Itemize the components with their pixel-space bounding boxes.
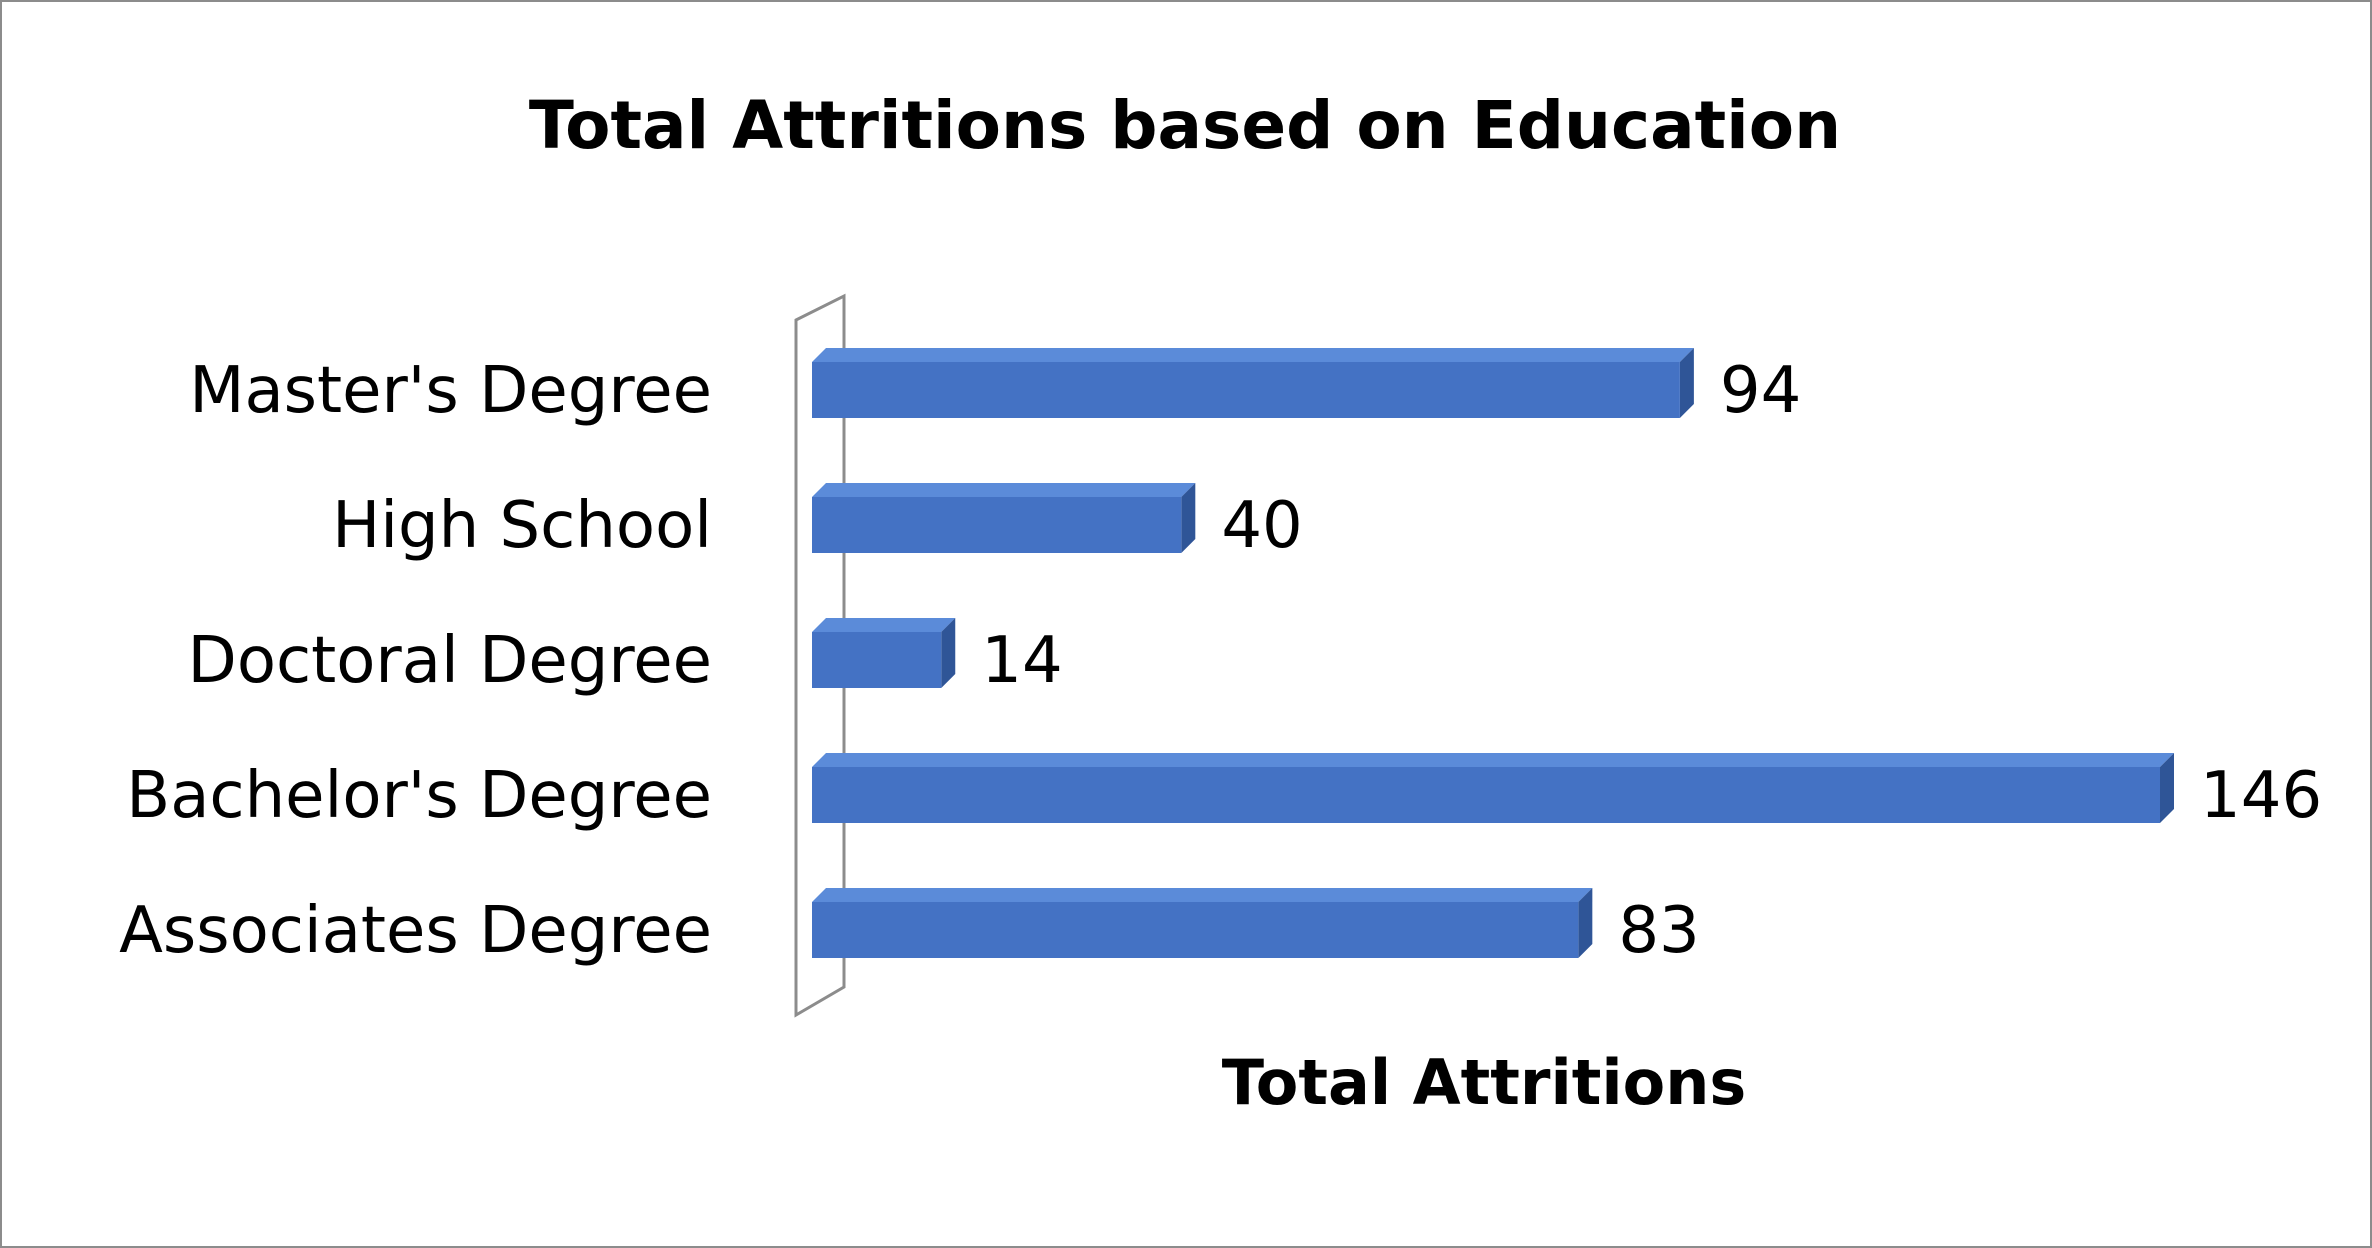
bar-top-face bbox=[812, 753, 2174, 767]
data-label: 94 bbox=[1720, 354, 1801, 428]
bar-top-face bbox=[812, 888, 1593, 902]
bar-0 bbox=[812, 348, 1694, 418]
bar-top-face bbox=[812, 348, 1694, 362]
bar-3 bbox=[812, 753, 2174, 823]
category-label: Master's Degree bbox=[189, 354, 712, 428]
category-label: High School bbox=[332, 489, 712, 563]
bar-2 bbox=[812, 618, 956, 688]
category-label: Associates Degree bbox=[119, 894, 712, 968]
bar-front-face bbox=[812, 767, 2160, 823]
data-label: 40 bbox=[1221, 489, 1302, 563]
category-label: Doctoral Degree bbox=[188, 624, 712, 698]
chart-title: Total Attritions based on Education bbox=[529, 87, 1841, 164]
bar-top-face bbox=[812, 618, 956, 632]
bar-4 bbox=[812, 888, 1593, 958]
bar-front-face bbox=[812, 362, 1680, 418]
bar-front-face bbox=[812, 632, 942, 688]
bar-side-face bbox=[941, 618, 956, 688]
bar-front-face bbox=[812, 902, 1579, 958]
data-label: 146 bbox=[2200, 759, 2322, 833]
bar-side-face bbox=[2160, 753, 2174, 823]
bar-front-face bbox=[812, 497, 1182, 553]
bar-side-face bbox=[1181, 483, 1196, 553]
category-label: Bachelor's Degree bbox=[126, 759, 712, 833]
category-labels: Master's Degree High School Doctoral Degre… bbox=[119, 354, 712, 968]
data-label: 14 bbox=[981, 624, 1062, 698]
data-label: 83 bbox=[1618, 894, 1699, 968]
bar-1 bbox=[812, 483, 1196, 553]
bar-side-face bbox=[1679, 348, 1694, 418]
bars-layer bbox=[812, 348, 2174, 958]
bar-side-face bbox=[1578, 888, 1593, 958]
data-labels: 94 40 14 146 83 bbox=[981, 354, 2322, 968]
bar-top-face bbox=[812, 483, 1196, 497]
x-axis-title: Total Attritions bbox=[1222, 1046, 1747, 1119]
